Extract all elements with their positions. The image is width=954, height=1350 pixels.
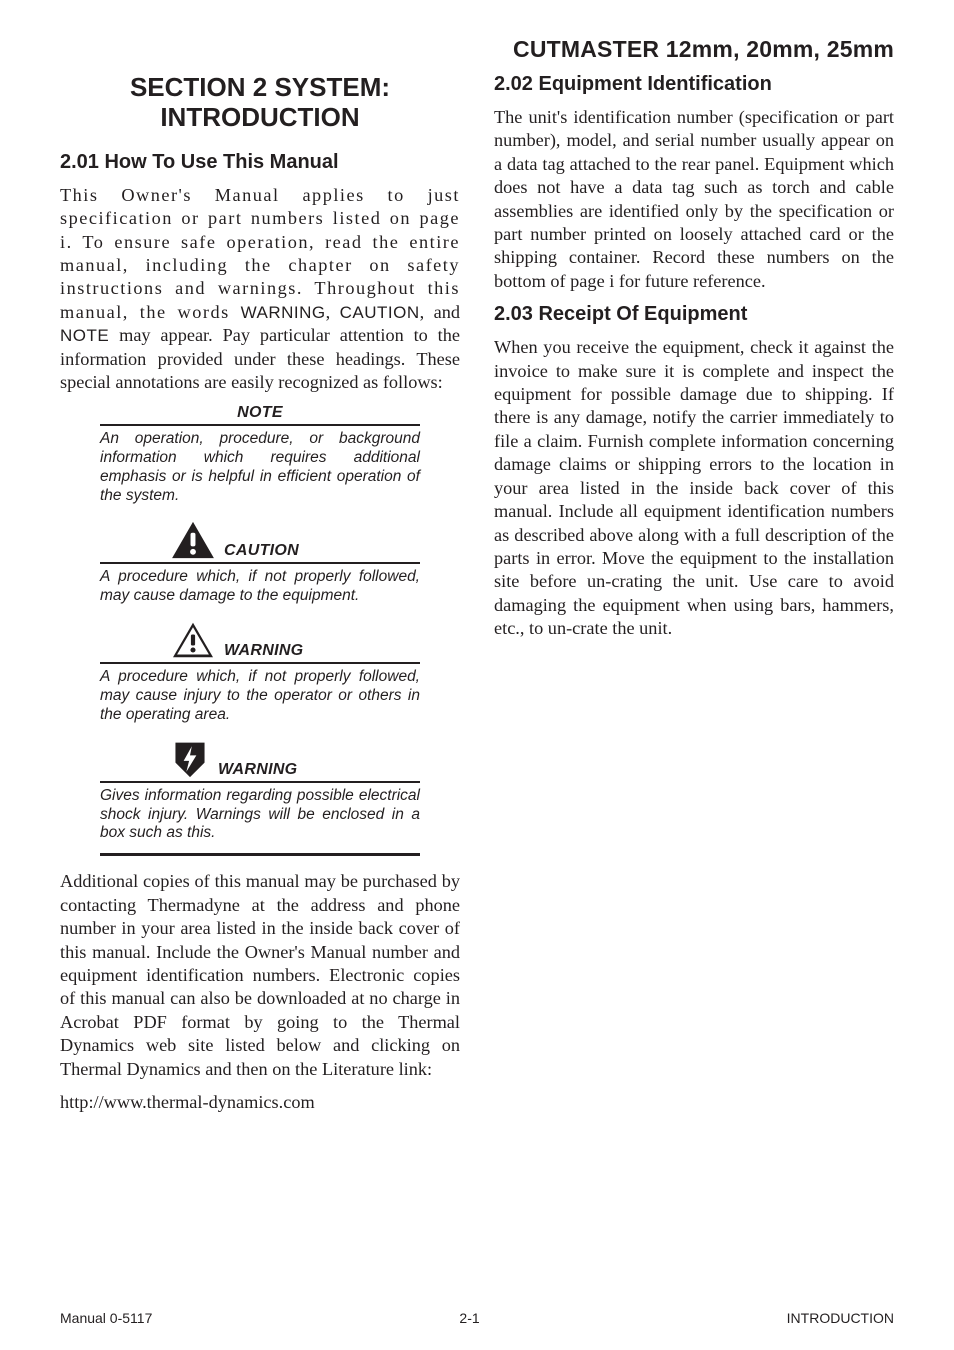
callout-end-rule: [100, 853, 420, 856]
heading-2-01: 2.01 How To Use This Manual: [60, 151, 460, 174]
callout-warning-bolt-label: WARNING: [218, 761, 297, 779]
two-column-layout: SECTION 2 SYSTEM: INTRODUCTION 2.01 How …: [60, 69, 894, 1124]
inline-WARNING: WARNING: [241, 303, 326, 322]
callout-warning-triangle: WARNING A procedure which, if not proper…: [100, 620, 420, 725]
footer-right: INTRODUCTION: [787, 1310, 894, 1326]
comma2: , and: [420, 302, 460, 322]
right-column: 2.02 Equipment Identification The unit's…: [494, 69, 894, 1124]
footer-center: 2-1: [459, 1310, 479, 1326]
callout-warning-tri-label: WARNING: [224, 642, 303, 660]
triangle-exclaim-solid-icon: [170, 520, 216, 560]
para-2-01-b: may appear. Pay particular attention to …: [60, 325, 460, 392]
triangle-exclaim-outline-icon: [170, 620, 216, 660]
comma1: ,: [326, 302, 340, 322]
para-2-02: The unit's identification number (specif…: [494, 106, 894, 293]
callout-warning-bolt-body: Gives information regarding possible ele…: [100, 783, 420, 844]
para-2-01-a: This Owner's Manual applies to just spec…: [60, 185, 460, 322]
callout-caution-head: CAUTION: [100, 520, 420, 564]
bolt-emblem-icon: [170, 739, 210, 779]
left-column: SECTION 2 SYSTEM: INTRODUCTION 2.01 How …: [60, 69, 460, 1124]
callout-warning-bolt: WARNING Gives information regarding poss…: [100, 739, 420, 844]
callout-warning-tri-head: WARNING: [100, 620, 420, 664]
callout-note-head: NOTE: [100, 404, 420, 426]
callout-caution-label: CAUTION: [224, 542, 299, 560]
section-title-line2: INTRODUCTION: [160, 102, 359, 132]
para-additional-copies: Additional copies of this manual may be …: [60, 870, 460, 1081]
inline-NOTE: NOTE: [60, 326, 109, 345]
heading-2-03: 2.03 Receipt Of Equipment: [494, 303, 894, 326]
page-footer: Manual 0-5117 2-1 INTRODUCTION: [60, 1310, 894, 1326]
callout-warning-bolt-head: WARNING: [100, 739, 420, 783]
callout-note-label: NOTE: [237, 404, 283, 422]
callout-warning-tri-body: A procedure which, if not properly follo…: [100, 664, 420, 725]
manual-url: http://www.thermal-dynamics.com: [60, 1091, 460, 1114]
callout-note-body: An operation, procedure, or background i…: [100, 426, 420, 506]
section-2-title: SECTION 2 SYSTEM: INTRODUCTION: [60, 73, 460, 133]
para-2-03: When you receive the equipment, check it…: [494, 336, 894, 640]
callout-note: NOTE An operation, procedure, or backgro…: [100, 404, 420, 506]
inline-CAUTION: CAUTION: [340, 303, 420, 322]
product-line-header: CUTMASTER 12mm, 20mm, 25mm: [60, 36, 894, 63]
callout-caution-body: A procedure which, if not properly follo…: [100, 564, 420, 606]
callout-caution: CAUTION A procedure which, if not proper…: [100, 520, 420, 606]
footer-left: Manual 0-5117: [60, 1310, 152, 1326]
section-title-line1: SECTION 2 SYSTEM:: [130, 72, 390, 102]
para-2-01-intro: This Owner's Manual applies to just spec…: [60, 184, 460, 395]
heading-2-02: 2.02 Equipment Identification: [494, 73, 894, 96]
